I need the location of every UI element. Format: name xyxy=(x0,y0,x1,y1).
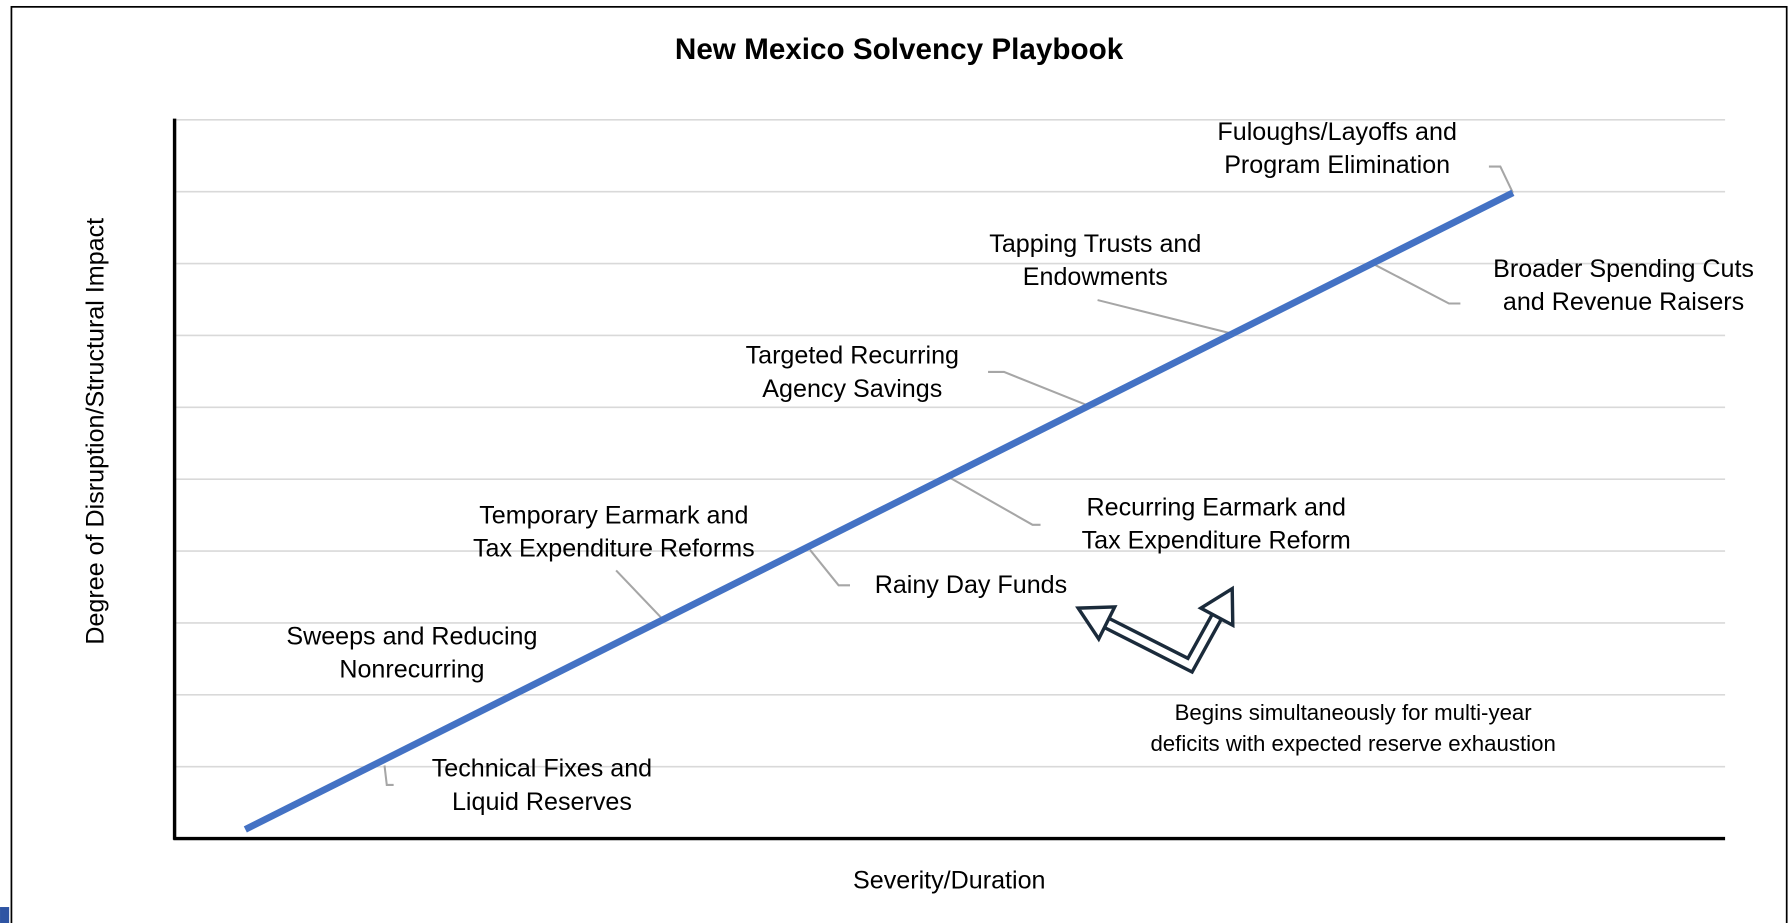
stage-label: Tax Expenditure Reform xyxy=(1082,527,1351,555)
stage-label: Tapping Trusts and xyxy=(989,230,1201,258)
stage-label: Recurring Earmark and xyxy=(1087,493,1346,521)
note-line: deficits with expected reserve exhaustio… xyxy=(1150,731,1555,756)
double-arrow xyxy=(1075,585,1235,675)
arrow-head xyxy=(1075,605,1118,643)
leader-line xyxy=(1097,299,1231,335)
frame xyxy=(10,5,1788,923)
stage-label: Nonrecurring xyxy=(339,655,484,683)
stage-label: Temporary Earmark and xyxy=(479,501,748,529)
playbook-line xyxy=(243,189,1515,833)
stage-label: Rainy Day Funds xyxy=(875,571,1067,599)
stage-label: and Revenue Raisers xyxy=(1503,288,1744,316)
leader-line xyxy=(809,549,851,587)
leader-line xyxy=(383,765,394,786)
stage-label: Liquid Reserves xyxy=(452,788,632,816)
note-line: Begins simultaneously for multi-year xyxy=(1175,700,1533,725)
stage-label: Sweeps and Reducing xyxy=(286,622,537,650)
leader-line xyxy=(988,370,1090,408)
title: New Mexico Solvency Playbook xyxy=(675,33,1124,66)
leader-line xyxy=(615,569,666,623)
stage-label: Agency Savings xyxy=(762,375,942,403)
y-axis-label: Degree of Disruption/Structural Impact xyxy=(82,218,110,645)
x-axis-label: Severity/Duration xyxy=(853,867,1045,895)
stage-label: Tax Expenditure Reforms xyxy=(473,535,755,563)
arrow-shaft xyxy=(1105,615,1220,670)
leader-line xyxy=(949,477,1041,526)
leaders xyxy=(383,165,1514,786)
leader-line xyxy=(1488,165,1514,194)
stage-label: Program Elimination xyxy=(1224,151,1450,179)
stage-label: Targeted Recurring xyxy=(746,342,959,370)
leader-line xyxy=(1372,262,1461,305)
stage-label: Endowments xyxy=(1023,263,1168,291)
stage-label: Fuloughs/Layoffs and xyxy=(1217,118,1457,146)
stage-label: Technical Fixes and xyxy=(432,755,652,783)
stage-label: Broader Spending Cuts xyxy=(1493,255,1754,283)
arrow-head xyxy=(1197,585,1235,629)
corner-mark xyxy=(0,907,10,923)
